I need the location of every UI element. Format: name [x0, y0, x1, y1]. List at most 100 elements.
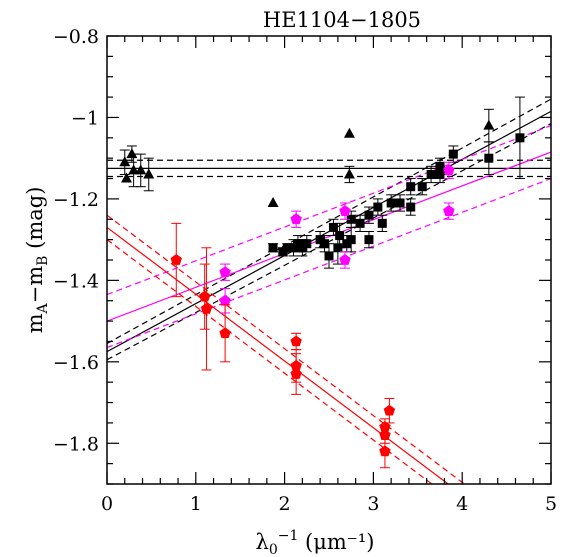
- square-point: [372, 198, 383, 216]
- square-marker: [346, 235, 356, 245]
- square-marker: [373, 202, 383, 212]
- square-point: [386, 194, 397, 212]
- pentagon-point: [383, 397, 396, 424]
- axis-ticks: [106, 35, 552, 485]
- data-points: [119, 96, 525, 469]
- square-marker: [328, 222, 338, 232]
- triangle-marker: [343, 127, 355, 138]
- pentagon-point: [219, 304, 231, 363]
- square-marker: [324, 251, 334, 261]
- square-marker: [364, 210, 374, 220]
- square-marker: [426, 169, 436, 179]
- x-label-lambda: λ: [256, 530, 269, 554]
- fit-line-dashed-8: [107, 177, 551, 349]
- fit-line-solid-6: [107, 151, 551, 322]
- square-marker: [282, 243, 292, 253]
- pentagon-marker: [290, 335, 302, 347]
- pentagon-marker: [170, 254, 182, 265]
- pentagon-point: [443, 161, 455, 180]
- triangle-point: [483, 108, 495, 143]
- y-tick-label: −1.8: [53, 433, 99, 455]
- y-label-sub1: A: [35, 302, 51, 314]
- x-tick-label: 3: [367, 493, 379, 515]
- x-axis-label: λ0−1 (μm⁻¹): [256, 528, 375, 557]
- triangle-marker: [119, 156, 131, 167]
- triangle-point: [343, 127, 355, 138]
- pentagon-point: [339, 202, 351, 220]
- chart-title: HE1104−1805: [263, 8, 421, 32]
- square-point: [363, 206, 374, 224]
- triangle-point: [267, 196, 279, 207]
- pentagon-point: [200, 247, 213, 371]
- square-point: [363, 230, 374, 249]
- x-tick-label: 4: [456, 493, 468, 515]
- pentagon-point: [170, 222, 182, 298]
- pentagon-marker: [219, 327, 231, 339]
- y-tick-label: −1.6: [53, 352, 99, 374]
- fit-line-dashed-7: [107, 125, 551, 296]
- pentagon-marker: [383, 404, 396, 416]
- square-marker: [435, 169, 445, 179]
- x-label-sup: −1: [278, 528, 299, 544]
- square-point: [268, 243, 279, 253]
- square-marker: [302, 239, 312, 249]
- square-marker: [386, 198, 396, 208]
- pentagon-point: [443, 202, 455, 220]
- y-tick-label: −0.8: [53, 26, 99, 48]
- square-marker: [335, 231, 345, 241]
- y-label-sub2: B: [35, 256, 51, 266]
- square-point: [405, 198, 416, 216]
- y-tick-label: −1.4: [53, 270, 99, 292]
- triangle-marker: [126, 148, 138, 159]
- square-point: [395, 194, 406, 212]
- pentagon-point: [339, 251, 351, 269]
- pentagon-marker: [219, 266, 231, 278]
- square-point: [377, 214, 388, 232]
- triangle-marker: [267, 196, 279, 207]
- pentagon-marker: [379, 420, 391, 432]
- triangle-marker: [128, 164, 140, 175]
- x-tick-label: 0: [101, 493, 113, 515]
- square-marker: [364, 235, 374, 245]
- pentagon-marker: [339, 254, 351, 265]
- x-label-unit: (μm⁻¹): [298, 530, 374, 554]
- pentagon-marker: [443, 205, 455, 216]
- triangle-point: [135, 153, 147, 188]
- fit-lines: [107, 98, 551, 484]
- pentagon-marker: [198, 290, 211, 302]
- fit-line-dashed-10: [107, 214, 466, 484]
- pentagon-marker: [379, 429, 391, 440]
- square-point: [514, 96, 525, 180]
- x-label-sub: 0: [269, 542, 278, 557]
- y-label-m1: m: [23, 313, 47, 333]
- square-point: [426, 165, 437, 184]
- square-point: [435, 165, 445, 184]
- x-tick-label: 1: [190, 493, 202, 515]
- square-marker: [346, 214, 356, 224]
- x-tick-label: 2: [279, 493, 291, 515]
- pentagon-marker: [379, 445, 391, 457]
- square-marker: [515, 133, 525, 143]
- triangle-marker: [135, 164, 147, 175]
- pentagon-marker: [219, 294, 231, 306]
- square-marker: [406, 182, 416, 192]
- triangle-point: [119, 149, 131, 175]
- triangle-marker: [121, 172, 133, 183]
- pentagon-marker: [290, 213, 302, 225]
- square-marker: [448, 149, 458, 159]
- triangle-point: [143, 157, 155, 192]
- triangle-point: [121, 172, 133, 183]
- y-label-minus: −: [23, 286, 47, 304]
- fit-line-dashed-4: [107, 98, 551, 345]
- y-label-unit: (mag): [23, 187, 47, 256]
- pentagon-point: [379, 434, 391, 469]
- square-marker: [406, 202, 416, 212]
- pentagon-point: [198, 263, 211, 330]
- fit-line-dashed-11: [107, 239, 433, 484]
- square-marker: [268, 243, 278, 253]
- pentagon-point: [219, 263, 231, 281]
- square-point: [405, 178, 416, 196]
- y-axis-label: mA−mB (mag): [23, 187, 51, 334]
- triangle-marker: [343, 168, 355, 179]
